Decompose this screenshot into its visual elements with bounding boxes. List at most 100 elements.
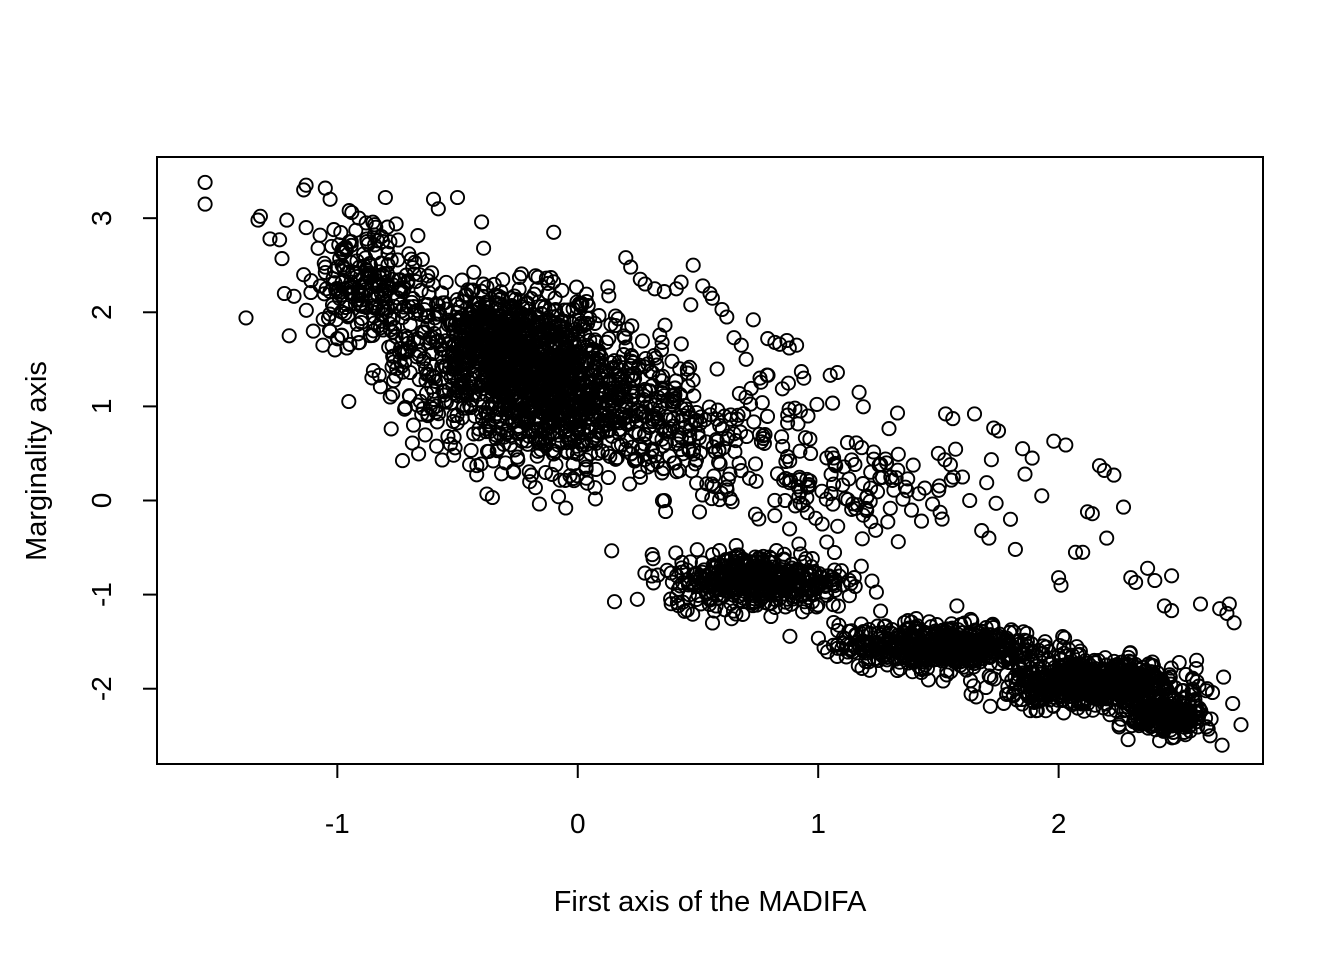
data-point — [382, 389, 398, 405]
data-point — [1164, 568, 1180, 584]
data-point — [540, 275, 556, 291]
data-point — [782, 521, 798, 537]
data-point — [757, 572, 773, 588]
data-point — [538, 464, 554, 481]
data-point — [446, 385, 462, 401]
data-point — [1055, 629, 1071, 645]
data-point — [654, 431, 670, 447]
data-point — [853, 558, 869, 574]
data-point — [471, 421, 487, 437]
data-point — [490, 308, 506, 324]
data-point — [1018, 666, 1034, 682]
data-point — [565, 345, 581, 361]
data-point — [310, 240, 326, 256]
data-point — [826, 544, 843, 561]
data-point — [530, 309, 546, 325]
data-point — [464, 392, 480, 408]
data-point — [1134, 699, 1151, 715]
data-point — [455, 362, 471, 378]
data-point — [544, 324, 560, 340]
data-point — [623, 348, 639, 364]
data-point — [519, 415, 535, 431]
y-axis-label: Marginality axis — [21, 361, 53, 561]
data-point — [482, 320, 498, 337]
data-point — [618, 441, 634, 457]
y-tick-label: -2 — [86, 676, 117, 701]
data-point — [905, 457, 921, 473]
data-point — [689, 542, 705, 558]
data-point — [473, 404, 489, 421]
data-point — [515, 377, 531, 393]
data-point — [745, 593, 761, 610]
data-point — [1041, 652, 1057, 668]
data-point — [433, 371, 450, 387]
data-point — [810, 630, 826, 646]
data-point — [681, 575, 697, 591]
data-point — [538, 421, 554, 437]
data-point — [437, 393, 453, 409]
data-point — [418, 373, 434, 389]
data-point — [589, 428, 605, 444]
data-point — [550, 308, 566, 324]
data-point — [402, 364, 418, 381]
data-point — [704, 565, 720, 581]
data-point — [804, 551, 820, 567]
data-point — [575, 318, 591, 334]
data-point — [530, 349, 546, 365]
data-point — [774, 429, 790, 445]
data-point — [617, 330, 633, 346]
data-point — [1073, 695, 1089, 711]
data-point — [454, 272, 470, 288]
data-point — [903, 502, 920, 518]
data-point — [599, 423, 615, 439]
data-point — [385, 386, 401, 402]
data-point — [298, 302, 314, 318]
data-point — [982, 698, 998, 714]
data-point — [1185, 693, 1201, 709]
data-point — [1060, 674, 1077, 690]
data-point — [492, 426, 508, 442]
data-point — [1007, 541, 1023, 557]
data-point — [1053, 577, 1069, 593]
data-point — [1034, 488, 1050, 504]
data-point — [855, 399, 871, 415]
data-point — [685, 606, 701, 622]
data-point — [798, 551, 814, 567]
data-point — [1058, 437, 1074, 453]
data-point — [298, 177, 314, 193]
data-point — [569, 365, 585, 381]
data-point — [513, 266, 530, 282]
data-point — [322, 191, 338, 207]
data-point — [334, 327, 350, 343]
data-point — [731, 455, 747, 471]
data-point — [547, 290, 563, 306]
data-point — [872, 636, 888, 653]
data-point — [958, 650, 974, 666]
data-point — [935, 673, 951, 689]
data-point — [645, 575, 661, 591]
data-point — [493, 421, 509, 437]
data-point — [1098, 662, 1114, 678]
data-point — [933, 630, 949, 646]
data-point — [674, 554, 690, 570]
data-point — [966, 678, 982, 694]
y-tick-label: -1 — [86, 582, 117, 607]
data-point — [717, 602, 733, 618]
data-point — [825, 395, 841, 411]
data-point — [281, 328, 297, 344]
data-point — [845, 644, 861, 660]
data-point — [637, 409, 653, 425]
data-point — [686, 388, 702, 404]
data-point — [558, 500, 574, 516]
data-point — [1099, 671, 1115, 687]
x-axis-label: First axis of the MADIFA — [554, 886, 867, 918]
data-point — [1142, 706, 1158, 723]
data-point — [704, 476, 720, 492]
data-point — [767, 599, 783, 615]
data-point — [622, 476, 638, 492]
x-tick-label: 1 — [810, 808, 826, 839]
data-point — [1009, 692, 1025, 708]
data-point — [890, 534, 906, 550]
data-point — [650, 567, 666, 583]
data-point — [664, 353, 680, 369]
